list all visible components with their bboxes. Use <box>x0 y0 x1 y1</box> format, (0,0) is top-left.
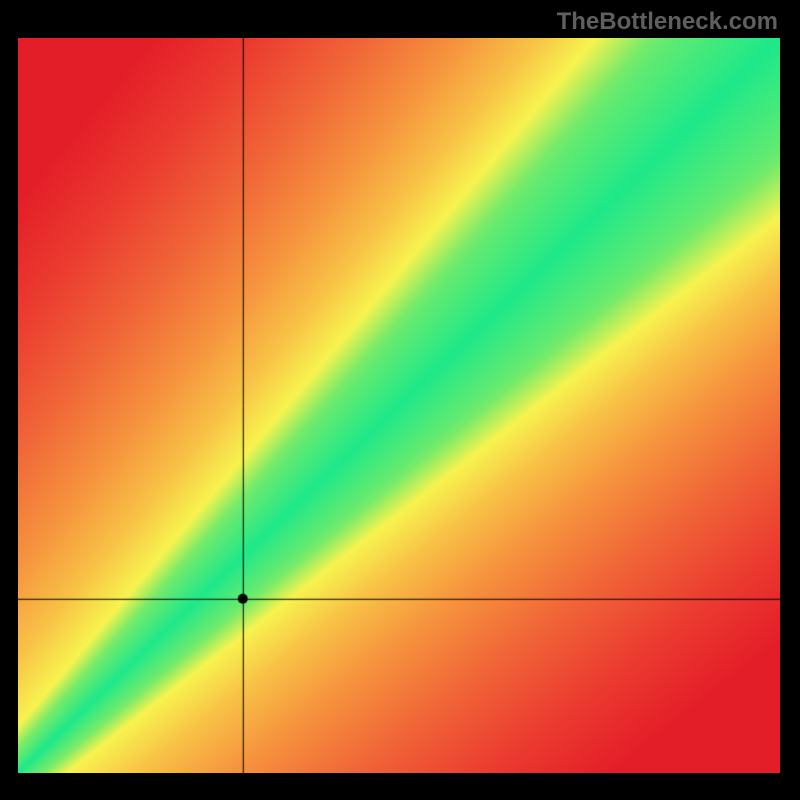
heatmap-canvas <box>18 38 780 773</box>
watermark-text: TheBottleneck.com <box>557 8 778 36</box>
heatmap-plot <box>18 38 780 773</box>
